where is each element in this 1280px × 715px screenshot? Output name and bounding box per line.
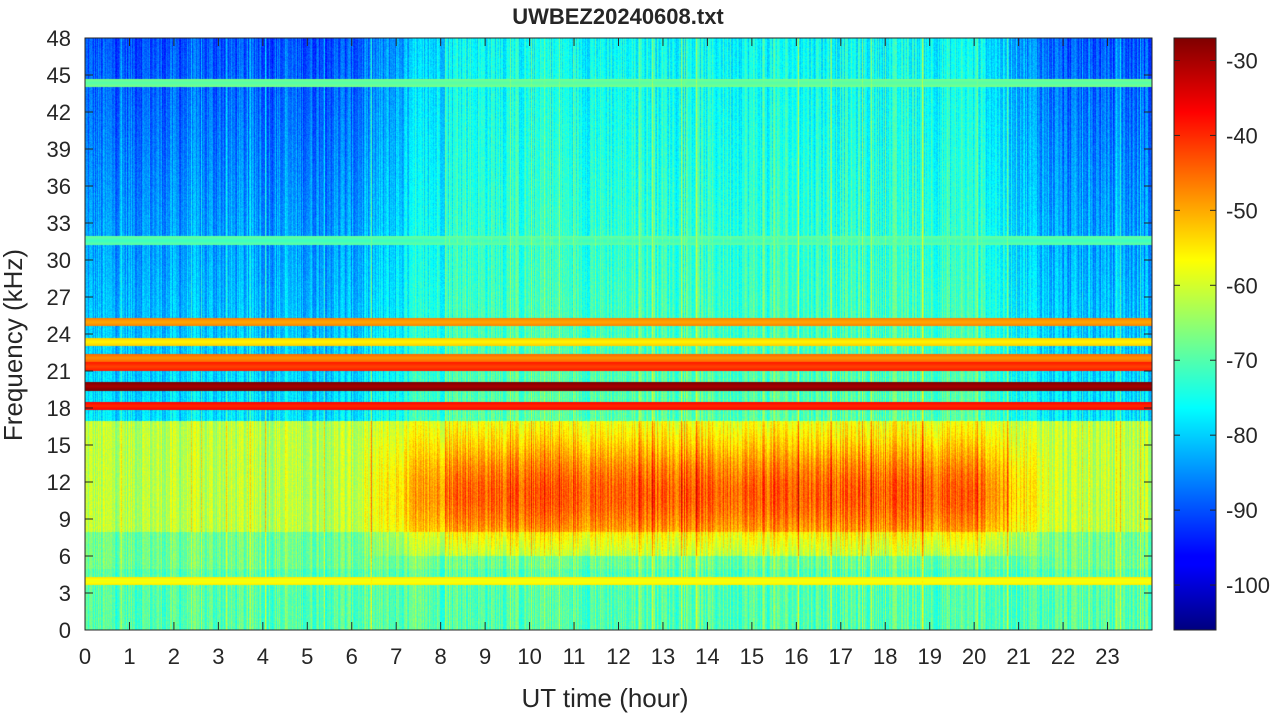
colorbar-tick-label: -30: [1226, 48, 1258, 73]
x-tick-label: 16: [784, 644, 808, 669]
x-tick-label: 18: [873, 644, 897, 669]
colorbar-tick-label: -90: [1226, 498, 1258, 523]
plot-area: [84, 37, 1153, 631]
colorbar-frame: [1173, 37, 1217, 631]
y-tick-label: 33: [47, 211, 71, 236]
colorbar-ticks: -30 -40 -50 -60 -70 -80 -90 -100: [1174, 48, 1270, 598]
x-tick-label: 8: [435, 644, 447, 669]
x-tick-label: 7: [390, 644, 402, 669]
y-tick-label: 6: [59, 544, 71, 569]
colorbar-tick-label: -60: [1226, 273, 1258, 298]
x-tick-label: 6: [346, 644, 358, 669]
y-tick-label: 30: [47, 248, 71, 273]
x-tick-label: 14: [695, 644, 719, 669]
x-tick-label: 17: [829, 644, 853, 669]
x-tick-label: 19: [917, 644, 941, 669]
y-tick-label: 42: [47, 100, 71, 125]
x-axis-label: UT time (hour): [521, 683, 688, 713]
y-tick-label: 36: [47, 174, 71, 199]
y-tick-label: 18: [47, 396, 71, 421]
x-tick-label: 1: [123, 644, 135, 669]
x-tick-label: 15: [740, 644, 764, 669]
x-tick-label: 4: [257, 644, 269, 669]
colorbar-scale: [1174, 38, 1216, 630]
x-tick-label: 2: [168, 644, 180, 669]
y-tick-label: 9: [59, 507, 71, 532]
y-tick-label: 39: [47, 137, 71, 162]
x-tick-label: 21: [1006, 644, 1030, 669]
x-tick-label: 22: [1051, 644, 1075, 669]
y-tick-label: 48: [47, 26, 71, 51]
y-tick-label: 3: [59, 581, 71, 606]
y-tick-label: 15: [47, 433, 71, 458]
y-tick-label: 21: [47, 359, 71, 384]
x-tick-label: 20: [962, 644, 986, 669]
y-tick-label: 0: [59, 618, 71, 643]
colorbar-tick-label: -70: [1226, 348, 1258, 373]
colorbar-tick-label: -80: [1226, 423, 1258, 448]
x-tick-label: 3: [212, 644, 224, 669]
colorbar-tick-label: -40: [1226, 123, 1258, 148]
x-tick-label: 13: [651, 644, 675, 669]
x-tick-label: 11: [563, 644, 586, 669]
chart-title: UWBEZ20240608.txt: [512, 4, 724, 29]
x-tick-label: 10: [517, 644, 541, 669]
colorbar-tick-label: -100: [1226, 573, 1270, 598]
y-tick-label: 45: [47, 63, 71, 88]
heatmap-canvas: [85, 38, 1152, 630]
x-tick-label: 9: [479, 644, 491, 669]
x-tick-label: 12: [606, 644, 630, 669]
x-tick-label: 23: [1095, 644, 1119, 669]
y-axis-label: Frequency (kHz): [0, 249, 28, 441]
x-axis: 0 1 2 3 4 5 6 7 8 9 10 11 12 13 14 15 16 17 18 19 20 21 22 23: [79, 38, 1120, 669]
x-tick-label: 0: [79, 644, 91, 669]
y-tick-label: 24: [47, 322, 71, 347]
x-tick-label: 5: [301, 644, 313, 669]
y-tick-label: 27: [47, 285, 71, 310]
colorbar: -30 -40 -50 -60 -70 -80 -90 -100: [1173, 37, 1270, 631]
colorbar-tick-label: -50: [1226, 198, 1258, 223]
y-tick-label: 12: [47, 470, 71, 495]
